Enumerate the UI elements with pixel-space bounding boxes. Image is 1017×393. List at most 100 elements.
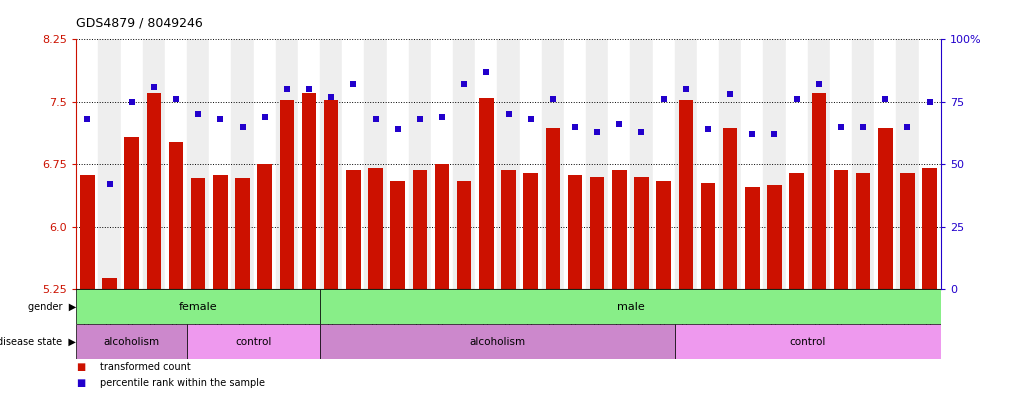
Bar [191,178,205,289]
Point [855,123,872,130]
Point [301,86,317,92]
Point [767,131,783,138]
Bar [475,39,497,289]
Bar [656,181,671,289]
Bar [435,164,450,289]
Point [412,116,428,122]
Bar [146,94,161,289]
Bar [80,175,95,289]
Bar [214,175,228,289]
Text: disease state  ▶: disease state ▶ [0,336,76,347]
Bar [103,278,117,289]
Bar [431,39,454,289]
Bar [918,39,941,289]
Text: percentile rank within the sample: percentile rank within the sample [101,378,265,388]
Bar [386,39,409,289]
Text: female: female [179,301,218,312]
Bar [142,39,165,289]
Bar [210,39,232,289]
Bar [520,39,542,289]
Bar [457,181,471,289]
Bar [767,185,782,289]
Bar [745,187,760,289]
Point [367,116,383,122]
Text: gender  ▶: gender ▶ [28,301,76,312]
Bar [497,39,520,289]
Point [566,123,583,130]
Point [611,121,627,127]
Bar [789,173,803,289]
Bar [368,168,382,289]
Bar [364,39,386,289]
Point [788,96,804,103]
Point [456,81,472,87]
Bar [302,94,316,289]
Point [722,91,738,97]
Point [323,94,340,100]
Bar [409,39,431,289]
Bar [807,39,830,289]
Bar [121,39,142,289]
Text: alcoholism: alcoholism [470,336,526,347]
Point [256,114,273,120]
Bar [590,177,604,289]
Point [279,86,295,92]
Bar [99,39,121,289]
Point [390,126,406,132]
Bar [546,129,560,289]
Text: male: male [616,301,645,312]
Point [677,86,694,92]
Bar [320,289,941,324]
Bar [875,39,896,289]
Bar [741,39,764,289]
Bar [76,289,320,324]
Bar [631,39,653,289]
Bar [701,184,715,289]
Point [700,126,716,132]
Bar [678,100,693,289]
Text: alcoholism: alcoholism [104,336,160,347]
Bar [900,173,914,289]
Bar [235,178,250,289]
Bar [413,170,427,289]
Text: ■: ■ [76,378,85,388]
Bar [723,129,737,289]
Bar [501,170,516,289]
Point [500,111,517,118]
Bar [852,39,875,289]
Bar [567,175,582,289]
Bar [719,39,741,289]
Bar [524,173,538,289]
Bar [343,39,364,289]
Point [102,181,118,187]
Point [168,96,184,103]
Bar [764,39,785,289]
Bar [542,39,563,289]
Point [878,96,894,103]
Point [744,131,761,138]
Bar [253,39,276,289]
Bar [635,177,649,289]
Text: control: control [235,336,272,347]
Bar [563,39,586,289]
Bar [391,181,405,289]
Bar [76,324,187,359]
Point [434,114,451,120]
Bar [187,324,320,359]
Text: ■: ■ [76,362,85,372]
Bar [232,39,253,289]
Bar [257,164,272,289]
Point [833,123,849,130]
Bar [896,39,918,289]
Point [234,123,250,130]
Bar [878,129,893,289]
Point [123,99,139,105]
Bar [165,39,187,289]
Point [545,96,561,103]
Bar [608,39,631,289]
Point [589,129,605,135]
Bar [320,39,343,289]
Bar [586,39,608,289]
Bar [346,170,361,289]
Bar [612,170,626,289]
